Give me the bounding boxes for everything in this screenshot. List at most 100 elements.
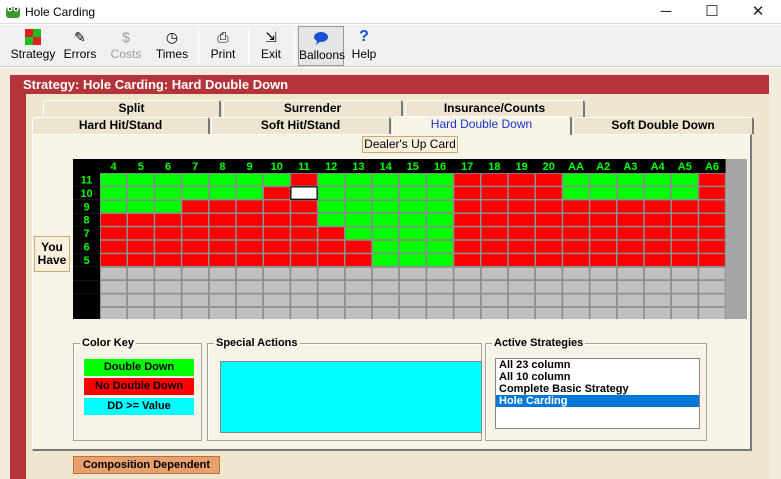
- grid-cell[interactable]: [344, 186, 372, 200]
- grid-cell[interactable]: [209, 226, 236, 240]
- grid-cell[interactable]: [100, 240, 128, 254]
- grid-cell[interactable]: [616, 240, 644, 254]
- grid-cell[interactable]: [698, 293, 726, 307]
- grid-cell[interactable]: [290, 280, 318, 294]
- tab-split[interactable]: Split: [43, 100, 221, 117]
- grid-cell[interactable]: [127, 293, 155, 307]
- grid-cell[interactable]: [372, 173, 400, 187]
- minimize-button[interactable]: ─: [660, 3, 672, 20]
- grid-cell[interactable]: [480, 213, 508, 227]
- grid-cell[interactable]: [372, 186, 400, 200]
- grid-cell[interactable]: [127, 186, 155, 200]
- grid-cell[interactable]: [399, 280, 427, 294]
- grid-cell[interactable]: [671, 293, 699, 307]
- grid-cell[interactable]: [616, 293, 644, 307]
- grid-cell[interactable]: [644, 293, 672, 307]
- grid-cell[interactable]: [644, 280, 672, 294]
- grid-cell[interactable]: [426, 293, 454, 307]
- grid-cell[interactable]: [508, 213, 536, 227]
- grid-cell[interactable]: [236, 186, 264, 200]
- grid-cell[interactable]: [562, 213, 590, 227]
- grid-cell[interactable]: [616, 226, 644, 240]
- grid-cell[interactable]: [535, 226, 563, 240]
- grid-cell[interactable]: [317, 226, 345, 240]
- grid-cell[interactable]: [263, 280, 291, 294]
- grid-cell[interactable]: [372, 307, 400, 320]
- grid-cell[interactable]: [372, 240, 400, 254]
- grid-cell[interactable]: [236, 253, 264, 267]
- grid-cell[interactable]: [236, 226, 264, 240]
- grid-cell[interactable]: [181, 226, 209, 240]
- grid-cell[interactable]: [317, 253, 345, 267]
- grid-cell-selected[interactable]: [290, 186, 318, 200]
- grid-cell[interactable]: [644, 186, 672, 200]
- grid-cell[interactable]: [154, 267, 182, 281]
- grid-cell[interactable]: [263, 293, 291, 307]
- grid-cell[interactable]: [100, 226, 128, 240]
- grid-cell[interactable]: [453, 253, 481, 267]
- grid-cell[interactable]: [236, 199, 264, 213]
- grid-cell[interactable]: [453, 267, 481, 281]
- grid-cell[interactable]: [671, 186, 699, 200]
- grid-cell[interactable]: [290, 199, 318, 213]
- grid-cell[interactable]: [480, 280, 508, 294]
- grid-cell[interactable]: [616, 213, 644, 227]
- grid-cell[interactable]: [562, 280, 590, 294]
- times-button[interactable]: ◷ Times: [152, 26, 192, 66]
- grid-cell[interactable]: [100, 280, 128, 294]
- grid-cell[interactable]: [453, 213, 481, 227]
- grid-cell[interactable]: [698, 280, 726, 294]
- grid-cell[interactable]: [535, 173, 563, 187]
- grid-cell[interactable]: [181, 293, 209, 307]
- grid-cell[interactable]: [100, 213, 128, 227]
- grid-cell[interactable]: [154, 253, 182, 267]
- grid-cell[interactable]: [154, 186, 182, 200]
- grid-cell[interactable]: [127, 307, 155, 320]
- grid-cell[interactable]: [317, 173, 345, 187]
- grid-cell[interactable]: [671, 267, 699, 281]
- grid-cell[interactable]: [209, 267, 236, 281]
- grid-cell[interactable]: [508, 307, 536, 320]
- grid-cell[interactable]: [399, 267, 427, 281]
- grid-cell[interactable]: [698, 173, 726, 187]
- grid-cell[interactable]: [508, 173, 536, 187]
- grid-cell[interactable]: [263, 240, 291, 254]
- grid-cell[interactable]: [589, 253, 617, 267]
- grid-cell[interactable]: [480, 267, 508, 281]
- grid-cell[interactable]: [263, 226, 291, 240]
- grid-cell[interactable]: [100, 173, 128, 187]
- grid-cell[interactable]: [127, 253, 155, 267]
- grid-cell[interactable]: [644, 173, 672, 187]
- strategy-item[interactable]: All 10 column: [499, 371, 571, 383]
- grid-cell[interactable]: [209, 280, 236, 294]
- grid-cell[interactable]: [426, 213, 454, 227]
- grid-cell[interactable]: [100, 186, 128, 200]
- grid-cell[interactable]: [100, 293, 128, 307]
- grid-cell[interactable]: [480, 253, 508, 267]
- grid-cell[interactable]: [236, 293, 264, 307]
- help-button[interactable]: ? Help: [348, 26, 380, 66]
- close-button[interactable]: ✕: [751, 3, 765, 20]
- grid-cell[interactable]: [698, 240, 726, 254]
- grid-cell[interactable]: [480, 293, 508, 307]
- grid-cell[interactable]: [344, 199, 372, 213]
- grid-cell[interactable]: [236, 280, 264, 294]
- grid-cell[interactable]: [344, 173, 372, 187]
- grid-cell[interactable]: [209, 307, 236, 320]
- grid-cell[interactable]: [100, 253, 128, 267]
- grid-cell[interactable]: [127, 240, 155, 254]
- grid-cell[interactable]: [181, 199, 209, 213]
- grid-cell[interactable]: [100, 267, 128, 281]
- grid-cell[interactable]: [399, 173, 427, 187]
- grid-cell[interactable]: [290, 226, 318, 240]
- grid-cell[interactable]: [344, 280, 372, 294]
- grid-cell[interactable]: [508, 186, 536, 200]
- grid-cell[interactable]: [263, 173, 291, 187]
- grid-cell[interactable]: [671, 173, 699, 187]
- grid-cell[interactable]: [698, 267, 726, 281]
- grid-cell[interactable]: [508, 280, 536, 294]
- grid-cell[interactable]: [236, 213, 264, 227]
- grid-cell[interactable]: [698, 307, 726, 320]
- grid-cell[interactable]: [616, 186, 644, 200]
- grid-cell[interactable]: [616, 280, 644, 294]
